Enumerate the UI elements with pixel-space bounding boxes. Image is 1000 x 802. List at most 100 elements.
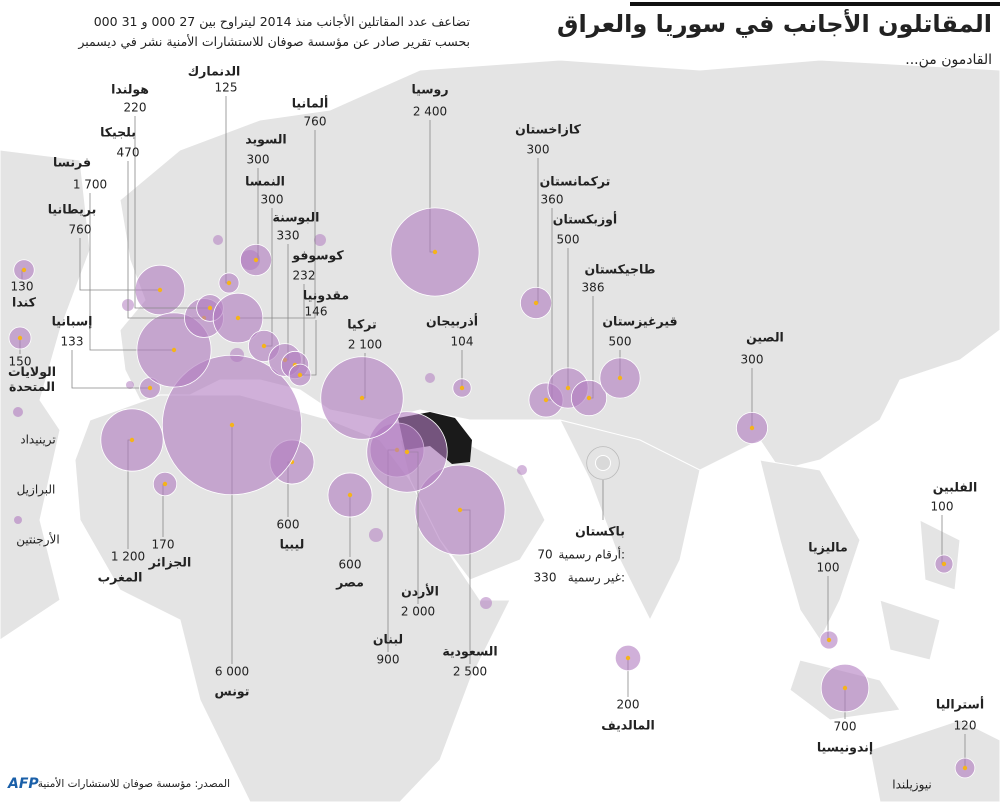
country-name: تونس [215,684,250,699]
country-value: 120 [954,719,977,733]
center-dot [617,375,623,381]
country-name: قيرغيزستان [602,314,677,329]
center-dot [157,287,163,293]
center-dot [261,343,267,349]
country-value: 900 [377,653,400,667]
country-name: روسيا [411,82,448,97]
center-dot [21,267,27,273]
source: المصدر: مؤسسة صوفان للاستشارات الأمنية [37,778,230,790]
country-value: 2 500 [453,665,487,679]
country-value: 2 000 [401,605,435,619]
subtitle-line: بحسب تقرير صادر عن مؤسسة صوفان للاستشارا… [78,34,470,49]
country-value: 170 [152,538,175,552]
minor-bubble [126,381,134,389]
country-name: ماليزيا [808,540,847,555]
center-dot [432,249,438,255]
australia [869,719,1000,802]
country-name: السويد [245,132,286,147]
country-name: أذربيجان [426,313,478,329]
leader-line [127,161,204,319]
country-value: 700 [834,720,857,734]
country-name: الولايات المتحدة [7,364,57,394]
country-name: بريطانيا [48,202,97,217]
country-value: 100 [931,500,954,514]
country-value: 220 [124,101,147,115]
country-name: كازاخستان [515,122,581,137]
leader-line [134,116,210,309]
country-name: تركيا [347,317,377,332]
leader-line [79,238,160,291]
country-name: إسبانيا [52,314,93,329]
country-value: 130 [11,280,34,294]
minor-bubble [480,597,492,609]
center-dot [941,561,947,567]
center-dot [586,395,592,401]
center-dot [129,437,135,443]
country-name: هولندا [111,82,149,97]
minor-bubble [369,528,383,542]
country-value: 300 [527,143,550,157]
country-value: 2 100 [348,338,382,352]
country-value: 200 [617,698,640,712]
country-name: البرازيل [17,483,56,498]
center-dot [533,300,539,306]
bubble-outline [586,446,620,480]
country-name: ترينيداد [20,433,56,448]
country-name: المالديف [601,718,655,733]
country-value: 500 [557,233,580,247]
minor-bubble [425,373,435,383]
center-dot [565,385,571,391]
country-name: أستراليا [936,696,984,712]
leader-line [71,350,150,389]
minor-bubble [314,234,326,246]
country-name: فرنسا [53,155,91,170]
subtitle: تضاعف عدد المقاتلين الأجانب منذ 2014 ليت… [10,12,470,52]
country-name: المغرب [98,570,143,585]
center-dot [625,655,631,661]
country-name: كوسوفو [291,248,344,263]
title: المقاتلون الأجانب في سوريا والعراق [557,10,992,38]
country-value: 2 400 [413,105,447,119]
country-name: باكستان [575,524,625,539]
country-value: 100 [817,561,840,575]
center-dot [229,422,235,428]
logo: AFP [8,776,39,792]
country-value: 600 [277,518,300,532]
country-name: النمسا [245,174,285,189]
country-value: 500 [609,335,632,349]
country-name: كندا [12,295,37,310]
center-dot [147,385,153,391]
country-name: الدنمارك [188,64,241,79]
bubble [594,454,612,472]
minor-bubble [517,465,527,475]
country-value: 300 [261,193,284,207]
center-dot [17,335,23,341]
minor-bubble [213,235,223,245]
country-name: لبنان [373,632,403,647]
center-dot [297,372,303,378]
country-value: 760 [69,223,92,237]
center-dot [404,449,410,455]
minor-bubble [14,516,22,524]
country-value: 360 [541,193,564,207]
country-name: بلجيكا [100,125,136,140]
country-value: 600 [339,558,362,572]
country-name: السعودية [442,644,497,659]
country-name: طاجيكستان [584,262,655,277]
subtitle-line: تضاعف عدد المقاتلين الأجانب منذ 2014 ليت… [93,14,470,29]
center-dot [347,492,353,498]
center-dot [962,765,968,771]
country-value: 330 [277,229,300,243]
country-name: الجزائر [148,555,192,570]
country-value: 104 [451,335,474,349]
country-value: 386 [582,281,605,295]
pakistan-label: أرقام رسمية: [558,547,625,563]
country-name: نيوزيلندا [892,778,932,793]
center-dot [749,425,755,431]
country-name: البوسنة [273,210,320,225]
country-value: 1 200 [111,550,145,564]
country-name: ألمانيا [292,95,329,111]
center-dot [359,395,365,401]
se-asia [759,459,861,641]
